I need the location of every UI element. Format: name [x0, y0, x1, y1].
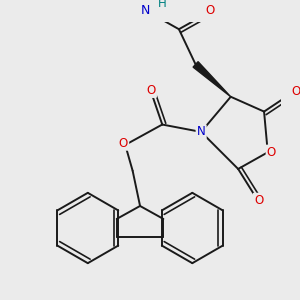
Text: O: O [119, 136, 128, 149]
Text: N: N [141, 4, 150, 17]
Text: H: H [158, 0, 167, 10]
Text: O: O [206, 4, 215, 17]
Text: O: O [267, 146, 276, 159]
Text: O: O [254, 194, 263, 207]
Text: O: O [291, 85, 300, 98]
Text: O: O [146, 84, 156, 97]
Text: N: N [197, 125, 206, 138]
Polygon shape [193, 62, 231, 97]
